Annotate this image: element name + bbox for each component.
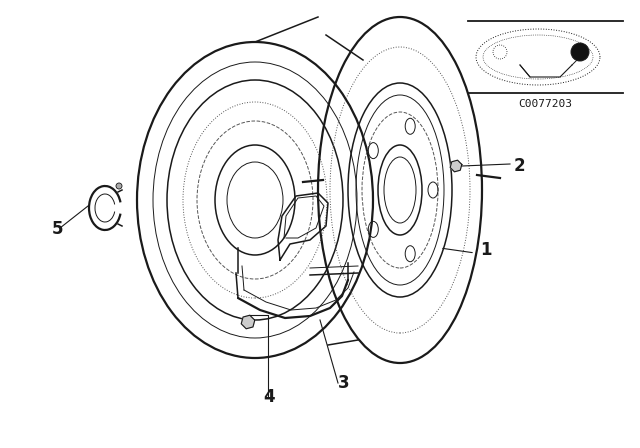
Text: 4: 4 <box>263 388 275 406</box>
Circle shape <box>116 183 122 189</box>
Text: 1: 1 <box>480 241 492 259</box>
Text: C0077203: C0077203 <box>518 99 572 109</box>
Text: 2: 2 <box>514 157 525 175</box>
Polygon shape <box>241 315 255 329</box>
Circle shape <box>571 43 589 61</box>
Text: 5: 5 <box>52 220 63 238</box>
Text: 3: 3 <box>338 374 349 392</box>
Polygon shape <box>450 160 462 172</box>
